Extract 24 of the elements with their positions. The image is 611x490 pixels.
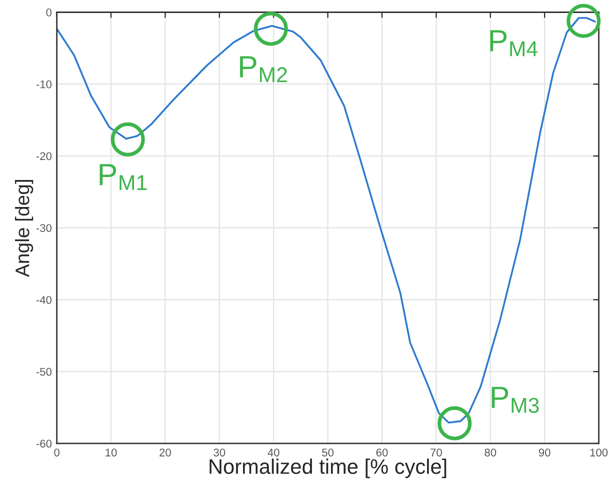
annotation: P$_{M4}$ <box>490 30 538 56</box>
x-tick-label: 80 <box>484 448 496 456</box>
y-tick-label: -50 <box>36 368 52 376</box>
x-axis-title: Normalized time [% cycle] <box>210 458 446 478</box>
annotation: P$_{M2}$ <box>240 56 287 82</box>
x-tick-label: 60 <box>376 448 388 456</box>
y-tick-label: 0 <box>46 8 52 16</box>
y-tick-label: -30 <box>36 224 52 232</box>
x-tick-label: 90 <box>538 448 550 456</box>
y-axis-title: Angle [deg] <box>15 180 34 277</box>
x-tick-label: 40 <box>268 448 280 456</box>
x-tick-label: 0 <box>54 448 60 456</box>
x-tick-label: 30 <box>214 448 226 456</box>
x-tick-label: 50 <box>322 448 334 456</box>
y-tick-label: -10 <box>36 80 52 88</box>
y-tick-label: -20 <box>36 152 52 160</box>
x-tick-label: 10 <box>106 448 117 456</box>
annotation: P$_{M3}$ <box>492 386 539 413</box>
x-tick-label: 70 <box>430 448 442 456</box>
x-tick-label: 100 <box>590 448 608 456</box>
y-tick-label: -60 <box>36 440 52 448</box>
y-tick-label: -40 <box>36 296 52 304</box>
x-tick-label: 20 <box>160 448 171 456</box>
annotation: P$_{M1}$ <box>100 164 147 190</box>
